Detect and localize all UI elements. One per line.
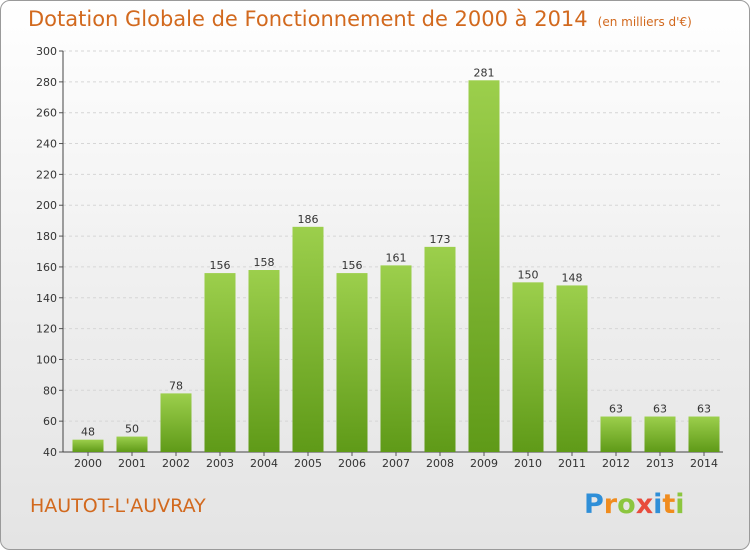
y-tick-label: 60 <box>43 415 57 428</box>
bar <box>116 436 148 452</box>
bar <box>468 80 500 453</box>
bar <box>248 270 280 452</box>
data-label: 148 <box>562 271 583 284</box>
bar <box>204 273 236 452</box>
bar <box>688 416 720 452</box>
y-tick-label: 40 <box>43 446 57 459</box>
y-tick-label: 220 <box>36 168 57 181</box>
data-label: 63 <box>697 403 711 416</box>
x-tick-label: 2014 <box>690 457 718 470</box>
y-tick-label: 300 <box>36 45 57 58</box>
data-label: 173 <box>430 233 451 246</box>
y-tick-label: 160 <box>36 261 57 274</box>
chart-title: Dotation Globale de Fonctionnement de 20… <box>28 7 692 31</box>
chart-subtitle: (en milliers d'€) <box>597 15 692 29</box>
data-label: 150 <box>518 268 539 281</box>
data-label: 50 <box>125 423 139 436</box>
y-tick-label: 260 <box>36 107 57 120</box>
bar <box>336 273 368 452</box>
x-tick-label: 2004 <box>250 457 278 470</box>
x-tick-label: 2007 <box>382 457 410 470</box>
x-tick-label: 2002 <box>162 457 190 470</box>
x-tick-label: 2001 <box>118 457 146 470</box>
data-label: 63 <box>653 403 667 416</box>
y-tick-label: 80 <box>43 384 57 397</box>
data-label: 78 <box>169 379 183 392</box>
x-tick-label: 2011 <box>558 457 586 470</box>
x-tick-label: 2013 <box>646 457 674 470</box>
bar <box>380 265 412 452</box>
x-tick-label: 2012 <box>602 457 630 470</box>
bar <box>160 393 192 452</box>
y-tick-label: 100 <box>36 353 57 366</box>
data-label: 158 <box>254 256 275 269</box>
x-tick-label: 2010 <box>514 457 542 470</box>
y-tick-label: 240 <box>36 138 57 151</box>
y-tick-label: 200 <box>36 199 57 212</box>
y-tick-label: 180 <box>36 230 57 243</box>
bar <box>556 285 588 452</box>
bar <box>644 416 676 452</box>
data-labels: 48 50 78 156 158 186 156 161 173 281 150 148 63 63 63 <box>81 66 711 438</box>
x-tick-label: 2009 <box>470 457 498 470</box>
place-name: HAUTOT-L'AUVRAY <box>30 495 206 517</box>
x-tick-label: 2003 <box>206 457 234 470</box>
x-tick-label: 2008 <box>426 457 454 470</box>
data-label: 48 <box>81 426 95 439</box>
bar <box>424 246 456 452</box>
data-label: 186 <box>298 213 319 226</box>
data-label: 156 <box>342 259 363 272</box>
x-tick-label: 2006 <box>338 457 366 470</box>
bar <box>72 439 104 452</box>
x-tick-label: 2005 <box>294 457 322 470</box>
data-label: 161 <box>386 251 407 264</box>
bar <box>512 282 544 452</box>
x-tick-label: 2000 <box>74 457 102 470</box>
bar <box>600 416 632 452</box>
data-label: 156 <box>210 259 231 272</box>
proxiti-logo: Proxiti <box>584 489 685 520</box>
data-label: 63 <box>609 403 623 416</box>
y-tick-label: 140 <box>36 292 57 305</box>
y-tick-label: 120 <box>36 323 57 336</box>
y-tick-label: 280 <box>36 76 57 89</box>
bars <box>72 80 720 453</box>
data-label: 281 <box>474 66 495 79</box>
axes: 40 60 80 100 120 140 160 180 200 220 240 260 280 300 2… <box>36 45 723 470</box>
bar <box>292 226 324 452</box>
